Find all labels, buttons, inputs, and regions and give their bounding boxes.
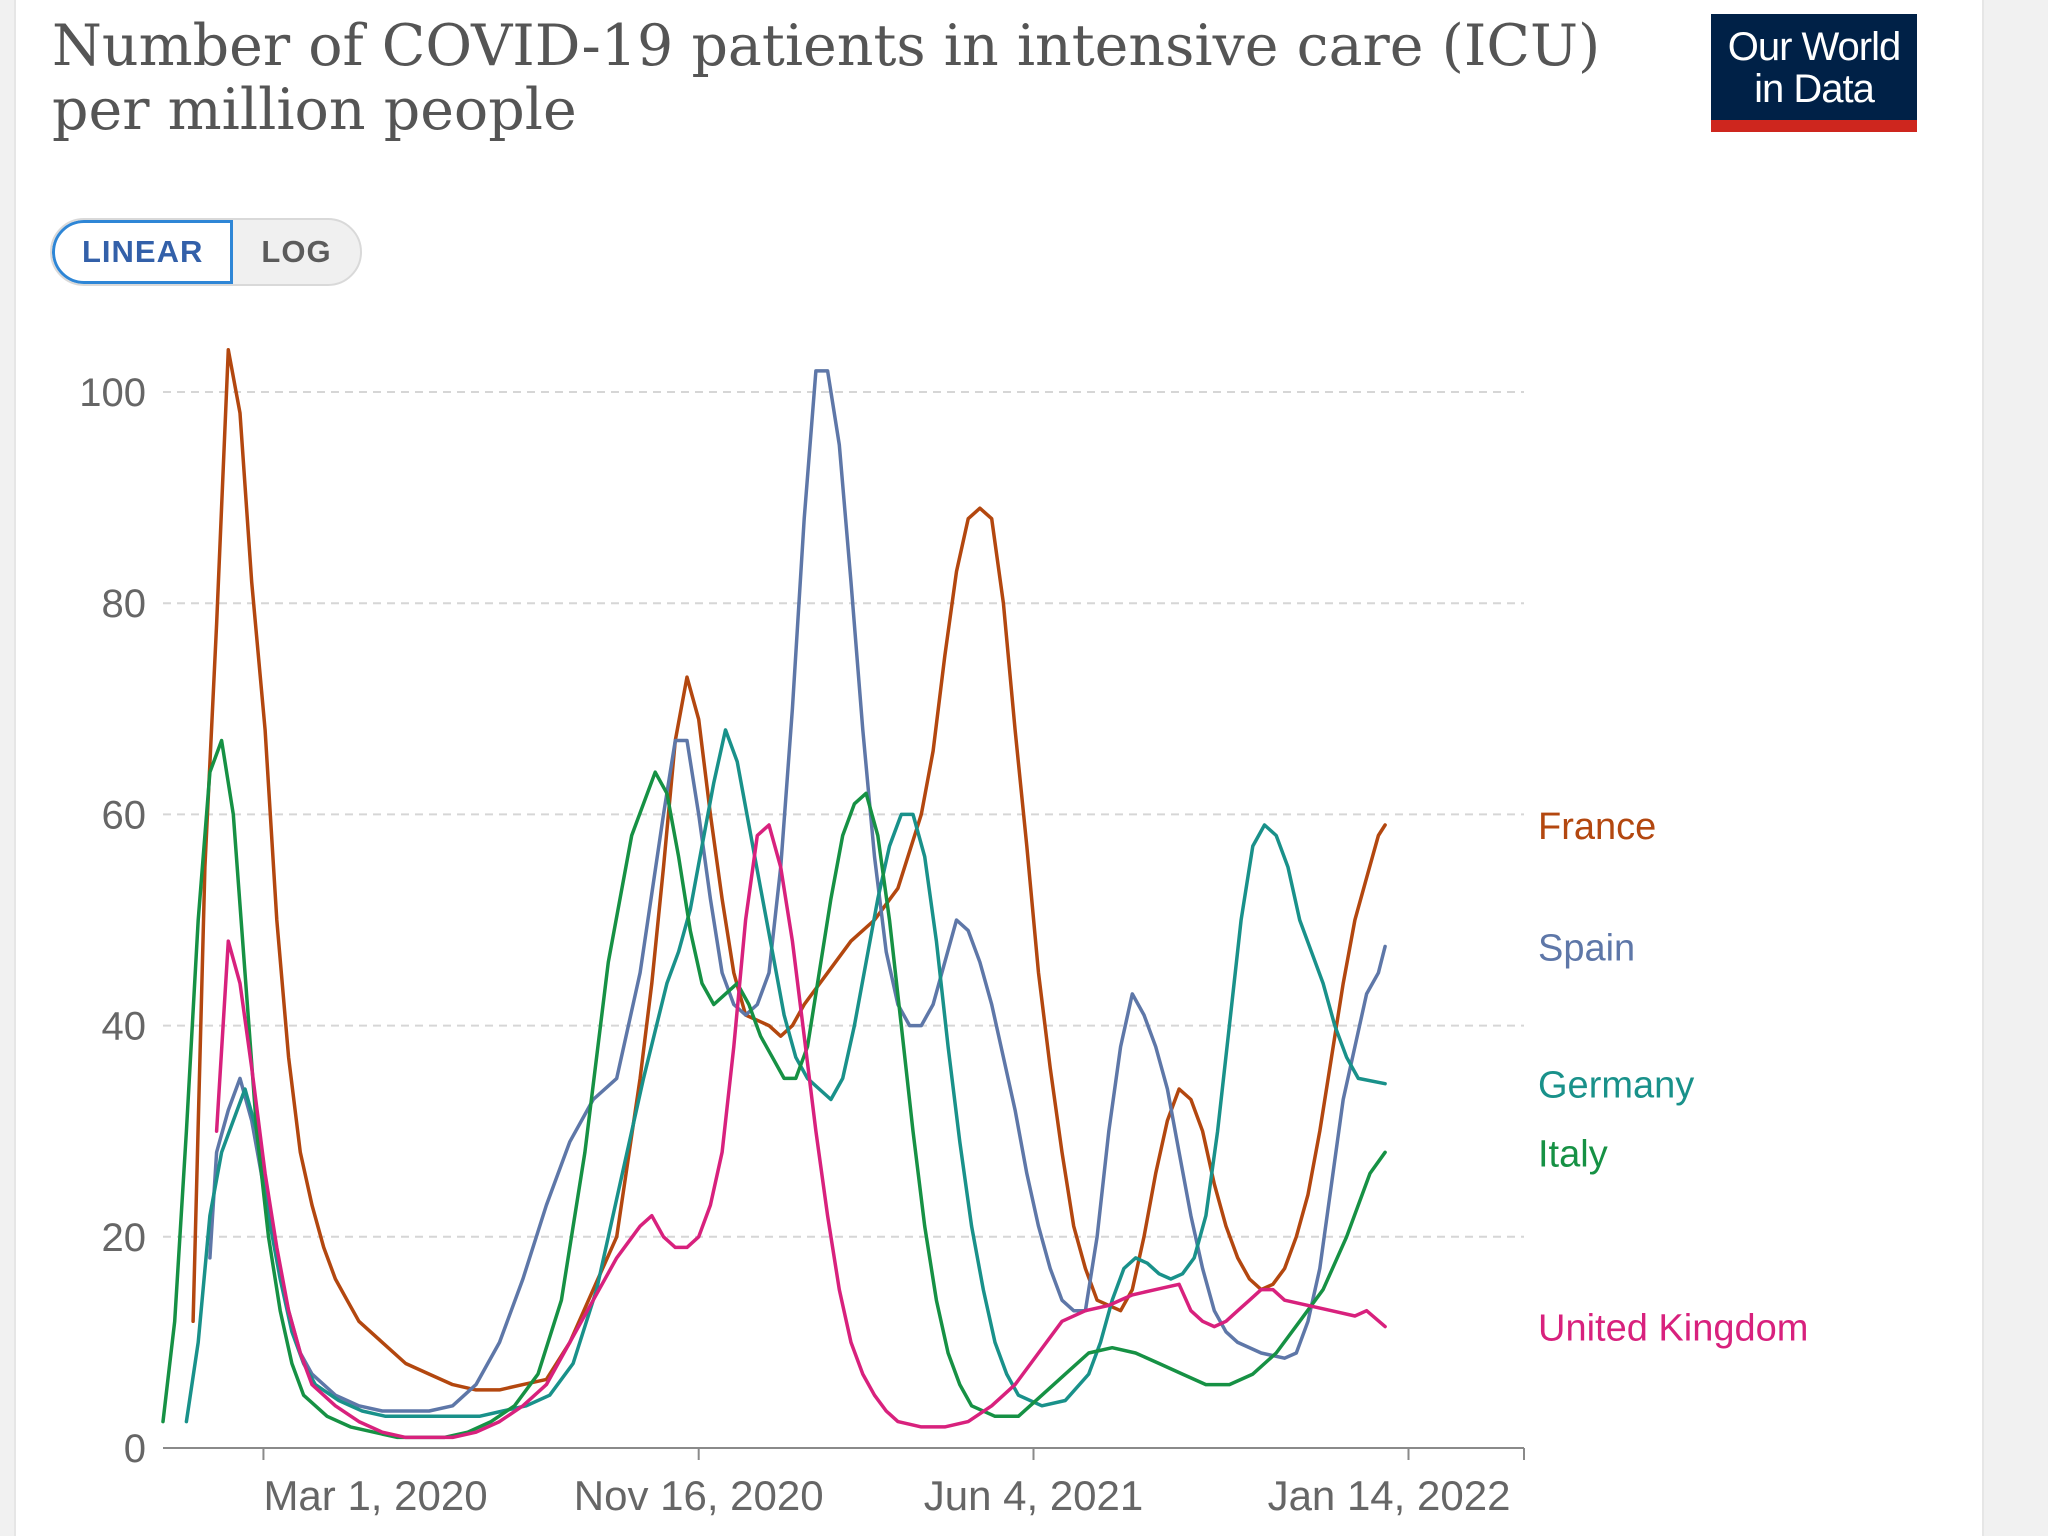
series-label-spain[interactable]: Spain	[1538, 927, 1635, 969]
y-tick-label: 60	[102, 793, 147, 837]
x-tick-label: Nov 16, 2020	[574, 1472, 824, 1519]
x-tick-label: Mar 1, 2020	[263, 1472, 487, 1519]
series-label-united-kingdom[interactable]: United Kingdom	[1538, 1308, 1808, 1350]
y-tick-label: 0	[124, 1427, 146, 1471]
series-line-spain[interactable]	[208, 369, 1387, 1413]
owid-logo[interactable]: Our World in Data	[1711, 14, 1917, 132]
series-label-italy[interactable]: Italy	[1538, 1133, 1608, 1175]
y-tick-label: 40	[102, 1005, 147, 1049]
y-tick-label: 20	[102, 1216, 147, 1260]
series-label-germany[interactable]: Germany	[1538, 1065, 1694, 1107]
y-tick-label: 100	[79, 371, 146, 415]
y-tick-label: 80	[102, 582, 147, 626]
logo-line2: in Data	[1754, 67, 1875, 111]
chart-title-line2: per million people	[52, 77, 577, 143]
series-line-united-kingdom[interactable]	[214, 823, 1387, 1440]
series-label-france[interactable]: France	[1538, 806, 1656, 848]
chart-title: Number of COVID-19 patients in intensive…	[52, 14, 1652, 142]
x-tick-label: Jun 4, 2021	[924, 1472, 1144, 1519]
series-line-germany[interactable]	[184, 728, 1387, 1424]
series-line-italy[interactable]	[161, 738, 1387, 1440]
log-scale-button[interactable]: LOG	[261, 234, 332, 269]
chart-title-line1: Number of COVID-19 patients in intensive…	[52, 13, 1601, 79]
logo-line1: Our World	[1727, 25, 1902, 69]
linear-scale-button[interactable]: LINEAR	[52, 220, 234, 284]
scale-toggle: LINEAR LOG	[50, 218, 362, 286]
series-line-france[interactable]	[191, 348, 1387, 1392]
x-tick-label: Jan 14, 2022	[1268, 1472, 1511, 1519]
